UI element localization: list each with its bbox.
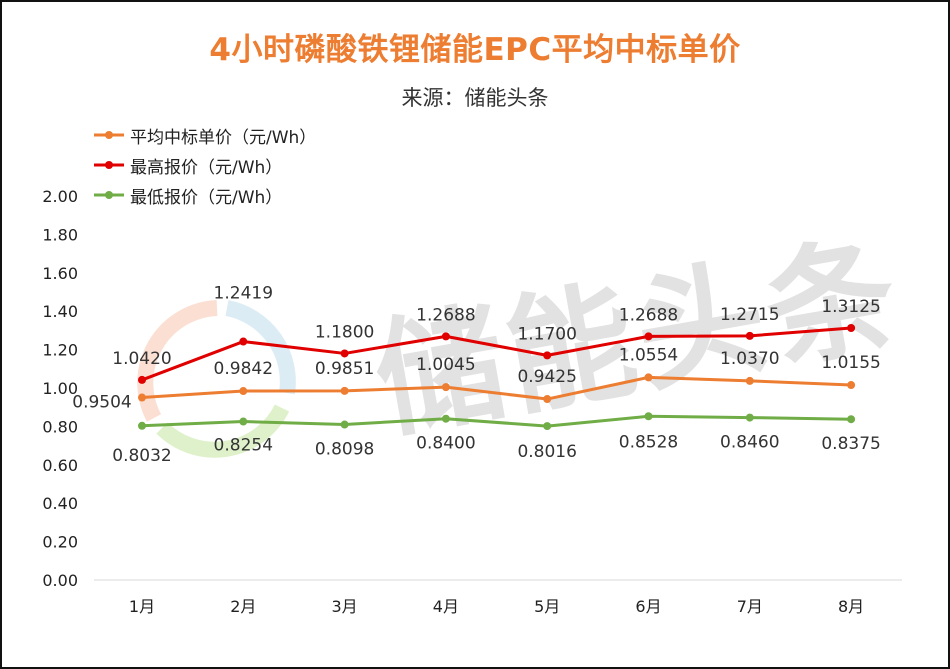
data-label: 0.8528 [619,432,678,452]
data-label: 1.1700 [517,324,576,344]
chart-subtitle: 来源：储能头条 [401,86,549,110]
x-tick-label: 7月 [737,597,763,616]
data-label: 0.8460 [720,433,779,453]
legend-label: 平均中标单价（元/Wh） [130,127,317,148]
data-point [644,373,653,382]
chart-legend: 平均中标单价（元/Wh） 最高报价（元/Wh） 最低报价（元/Wh） [94,120,316,210]
data-label: 0.8400 [416,434,475,454]
data-point [138,375,146,384]
y-tick-label: 0.40 [42,494,78,513]
data-label: 0.8016 [517,442,576,462]
y-tick-label: 0.80 [42,417,78,436]
data-point [543,351,552,360]
data-point [239,417,248,426]
data-label: 0.8254 [214,436,273,456]
data-point [543,395,552,404]
data-point [138,393,146,402]
data-point [745,331,754,340]
legend-item: 最低报价（元/Wh） [94,180,316,210]
data-point [239,387,248,396]
data-label: 0.9842 [214,359,273,379]
y-tick-label: 1.00 [42,379,78,398]
data-point [644,412,653,421]
data-point [441,332,450,341]
data-point [239,337,248,346]
data-label: 1.0554 [619,345,678,365]
y-tick-label: 2.00 [42,187,78,206]
x-tick-label: 8月 [838,597,864,616]
legend-swatch-icon [94,191,124,199]
legend-label: 最低报价（元/Wh） [130,187,283,208]
y-tick-label: 1.20 [42,341,78,360]
data-point [441,383,450,392]
series-line [141,375,852,401]
data-label: 1.1800 [315,322,374,342]
data-label: 0.8375 [821,434,880,454]
y-tick-label: 0.00 [42,571,78,590]
data-label: 0.9851 [315,359,374,379]
data-point [745,376,754,385]
legend-swatch-icon [94,131,124,139]
chart-title: 4小时磷酸铁锂储能EPC平均中标单价 [209,32,741,68]
legend-swatch-icon [94,161,124,169]
data-label: 1.2715 [720,305,779,325]
data-label: 0.8098 [315,440,374,460]
data-label: 1.0370 [720,349,779,369]
data-point [543,422,552,431]
data-point [847,415,856,424]
legend-item: 平均中标单价（元/Wh） [94,120,316,150]
x-tick-label: 5月 [534,597,560,616]
y-tick-label: 1.40 [42,302,78,321]
data-label: 1.0045 [416,355,475,375]
data-label: 1.0420 [112,349,171,369]
y-tick-label: 1.60 [42,264,78,283]
x-tick-label: 1月 [129,597,155,616]
data-label: 1.2688 [416,305,475,325]
legend-label: 最高报价（元/Wh） [130,157,283,178]
data-label: 0.9504 [72,393,131,413]
data-label: 1.2688 [619,305,678,325]
data-label: 0.9425 [517,367,576,387]
data-label: 1.2419 [214,284,273,304]
data-point [847,324,856,332]
data-point [847,381,856,390]
data-point [340,386,349,395]
x-tick-label: 6月 [635,597,661,616]
x-tick-label: 3月 [332,597,358,616]
x-tick-label: 2月 [230,597,256,616]
legend-item: 最高报价（元/Wh） [94,150,316,180]
x-tick-label: 4月 [433,597,459,616]
series-line [141,326,852,382]
data-label: 1.0155 [821,353,880,373]
data-point [340,349,349,358]
y-tick-label: 0.20 [42,533,78,552]
y-tick-label: 0.60 [42,456,78,475]
series-line [141,414,852,428]
data-point [340,420,349,429]
data-point [441,414,450,423]
y-tick-label: 1.80 [42,225,78,244]
data-point [644,332,653,341]
data-label: 1.3125 [821,297,880,317]
data-label: 0.8032 [112,446,171,466]
data-point [745,413,754,422]
data-point [138,421,146,430]
